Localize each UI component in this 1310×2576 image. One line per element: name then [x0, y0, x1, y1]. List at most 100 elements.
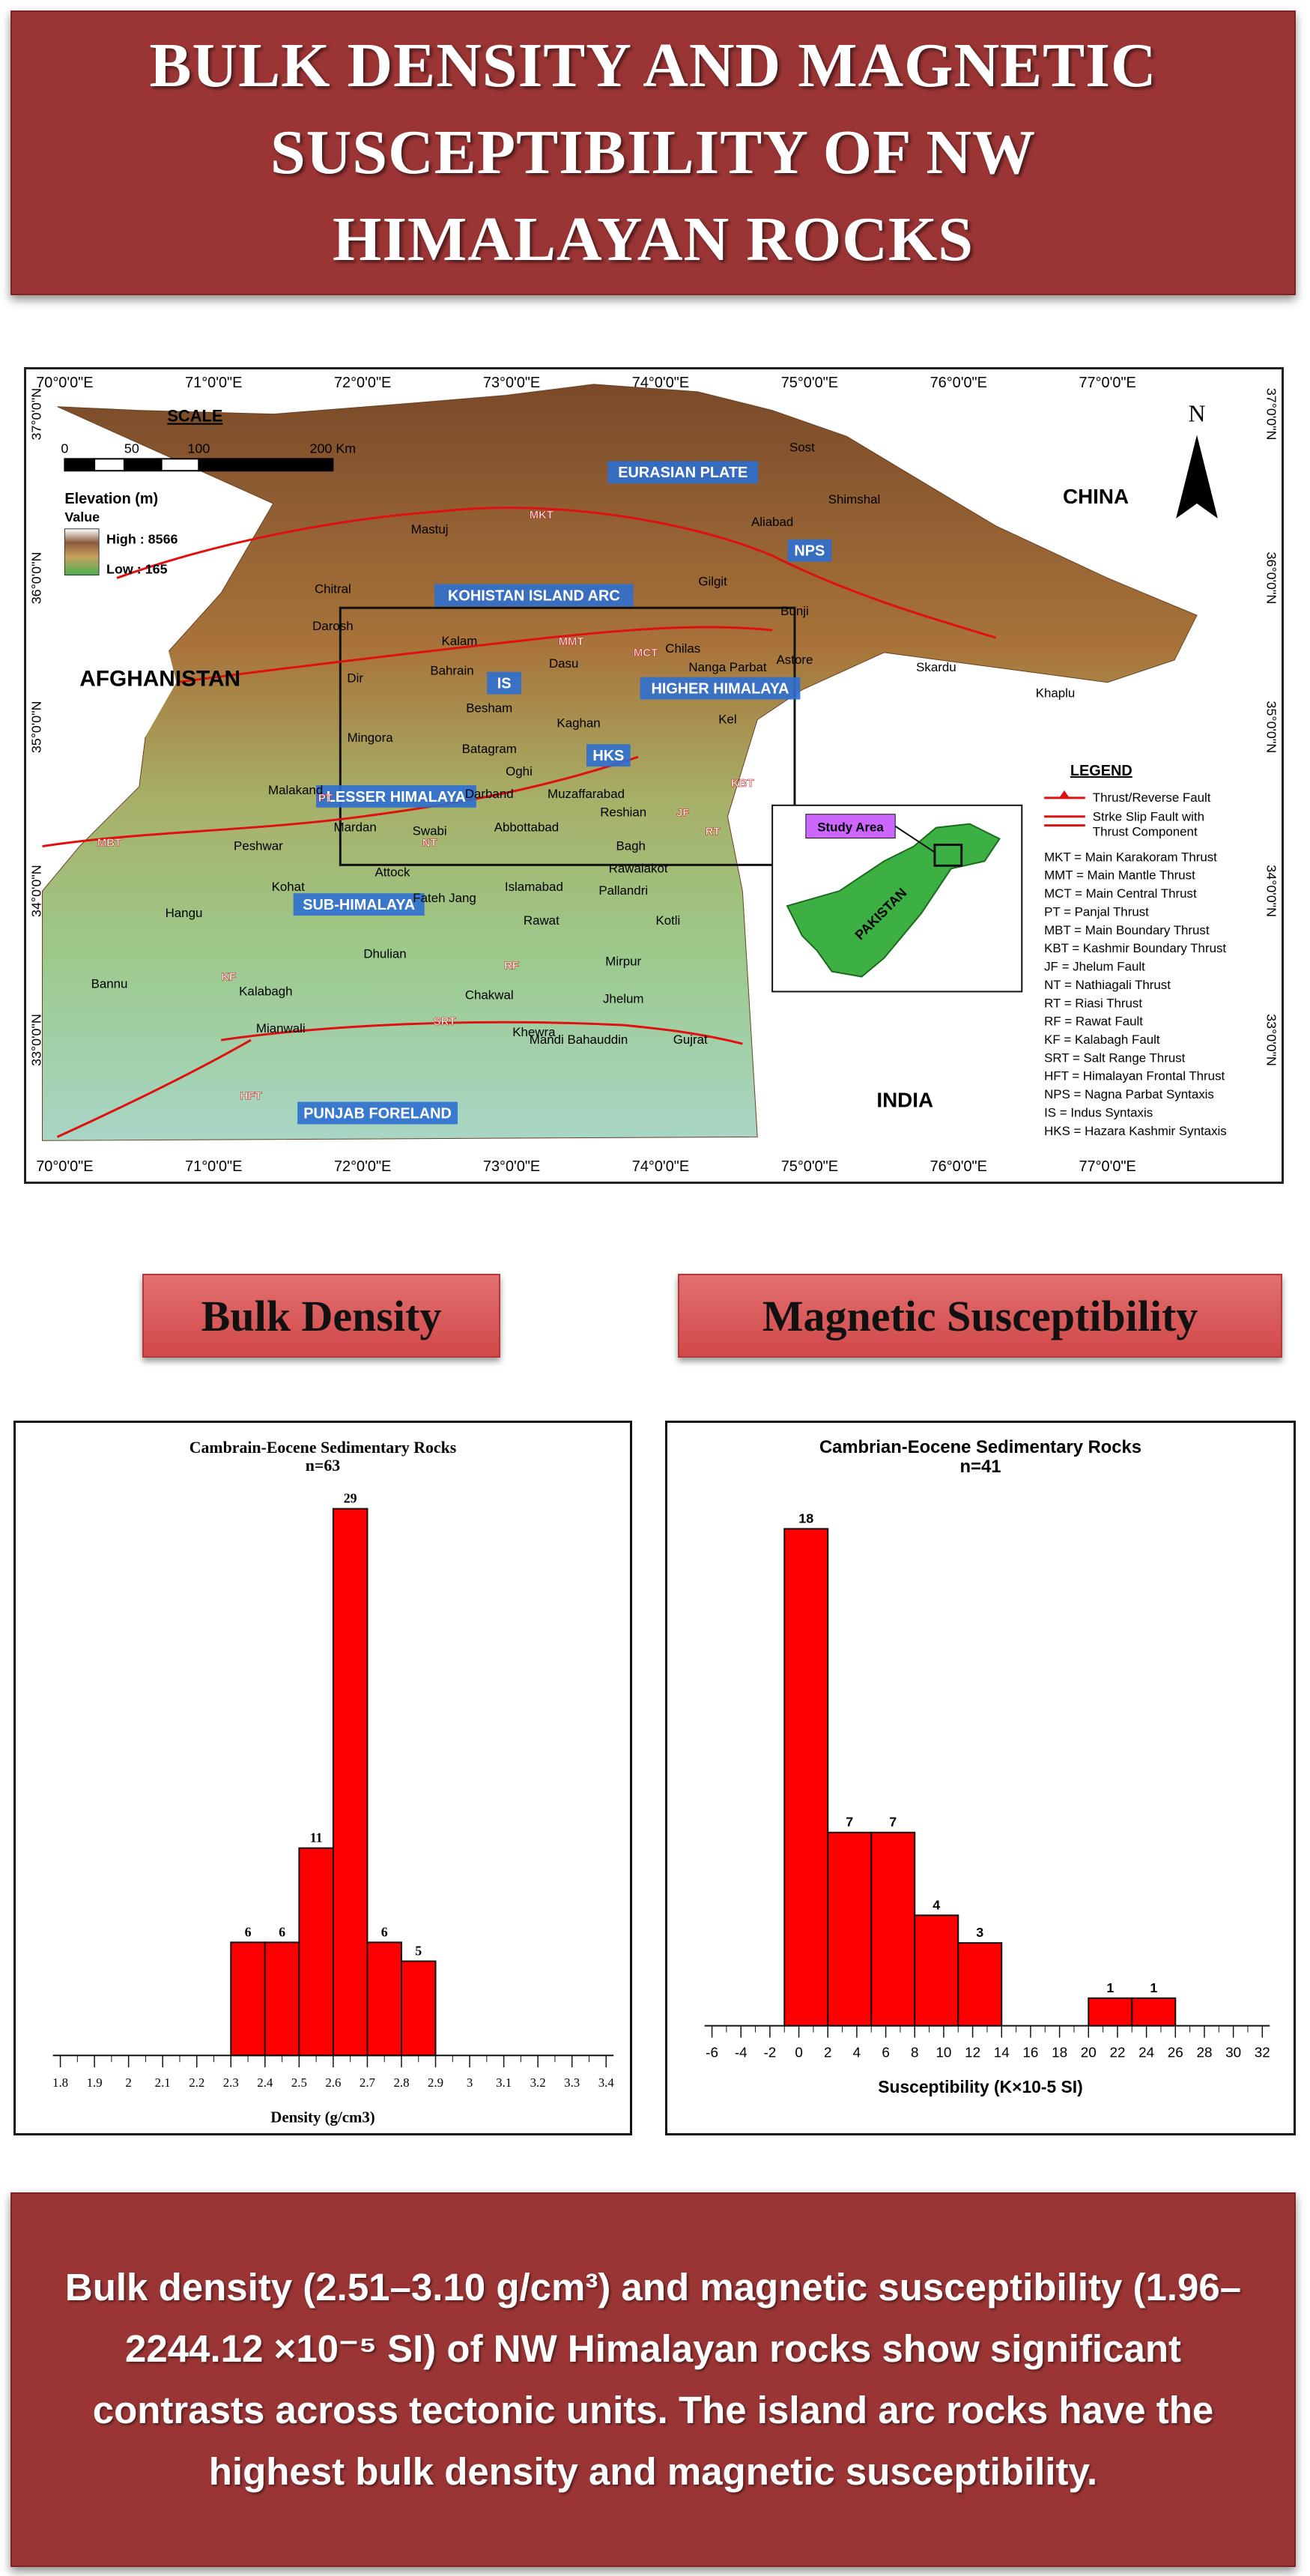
fault-label: NT: [422, 837, 437, 849]
x-tick-label: 3.4: [598, 2075, 615, 2090]
elevation-ramp: [64, 528, 100, 575]
place-label: Khaplu: [1036, 686, 1076, 701]
place-label: Pallandri: [598, 883, 648, 898]
place-label: Nanga Parbat: [688, 660, 767, 674]
chart-subtitle: n=63: [306, 1457, 340, 1475]
histogram-bar: [783, 1528, 829, 2027]
lon-label-top: 70°0'0"E: [36, 375, 93, 391]
lat-label-left: 35°0'0"N: [29, 701, 44, 754]
bar-count-label: 7: [846, 1815, 853, 1830]
legend-item: Thrust/Reverse Fault: [1093, 790, 1211, 805]
tectonic-unit-label: HIGHER HIMALAYA: [651, 681, 789, 698]
x-tick-label: 6: [882, 2044, 890, 2060]
lat-label-right: 34°0'0"N: [1264, 865, 1279, 917]
place-label: Chakwal: [465, 988, 514, 1002]
x-tick-label: 2.8: [393, 2075, 409, 2090]
fault-label: MMT: [559, 636, 584, 648]
place-label: Bannu: [91, 976, 128, 991]
tectonic-unit-box: [607, 461, 759, 484]
title-banner: BULK DENSITY AND MAGNETIC SUSCEPTIBILITY…: [10, 10, 1296, 295]
legend-abbrev: KBT = Kashmir Boundary Thrust: [1044, 941, 1226, 955]
lon-label-top: 77°0'0"E: [1079, 375, 1136, 391]
place-label: Dasu: [549, 656, 578, 671]
scale-segment: [198, 458, 334, 472]
lon-label-bottom: 76°0'0"E: [930, 1158, 987, 1175]
summary-text: Bulk density (2.51–3.10 g/cm³) and magne…: [64, 2266, 1242, 2493]
x-tick-label: 22: [1109, 2044, 1125, 2060]
scale-segment: [160, 458, 200, 472]
histogram-bar: [366, 1941, 402, 2057]
place-label: Mardan: [334, 820, 377, 835]
legend-item: Strke Slip Fault with: [1093, 810, 1204, 824]
page-title: BULK DENSITY AND MAGNETIC SUSCEPTIBILITY…: [149, 31, 1157, 274]
scale-tick-label: 50: [124, 441, 139, 456]
x-tick-label: 30: [1225, 2044, 1241, 2060]
place-label: Bagh: [616, 838, 645, 853]
lon-label-top: 71°0'0"E: [185, 375, 242, 391]
tectonic-unit-box: [487, 671, 521, 695]
legend-abbrev: HFT = Himalayan Frontal Thrust: [1044, 1069, 1225, 1083]
place-label: Chitral: [315, 581, 351, 596]
lon-label-bottom: 73°0'0"E: [483, 1158, 540, 1175]
place-label: Rawalakot: [609, 861, 668, 875]
place-label: Kaghan: [557, 716, 600, 730]
tectonic-unit-label: NPS: [794, 543, 825, 560]
study-area-label: Study Area: [817, 820, 884, 835]
place-label: Abbottabad: [494, 820, 559, 835]
bar-count-label: 18: [798, 1511, 813, 1526]
histogram-bar: [827, 1831, 873, 2027]
place-label: Aliabad: [751, 515, 793, 529]
tectonic-unit-label: PUNJAB FORELAND: [303, 1105, 452, 1122]
place-label: Fateh Jang: [413, 891, 476, 905]
x-tick-label: 2.9: [428, 2075, 443, 2090]
section-label-magnetic: Magnetic Susceptibility: [678, 1274, 1282, 1358]
legend-abbrev: RF = Rawat Fault: [1044, 1015, 1143, 1029]
afghanistan-area: [42, 563, 177, 854]
place-label: Mandi Bahauddin: [530, 1032, 628, 1047]
place-label: Mingora: [348, 731, 394, 745]
histogram-bar: [264, 1941, 300, 2057]
bar-count-label: 7: [889, 1815, 897, 1830]
thrust-triangle-icon: [1059, 790, 1070, 798]
lon-label-bottom: 70°0'0"E: [36, 1158, 93, 1175]
fault-label: SRT: [434, 1016, 456, 1028]
x-tick-label: -4: [735, 2044, 748, 2060]
histogram-bar: [230, 1941, 266, 2057]
legend-abbrev: MBT = Main Boundary Thrust: [1044, 923, 1210, 937]
place-label: Astore: [777, 653, 813, 667]
map-svg: 70°0'0"E 70°0'0"E 71°0'0"E 71°0'0"E 72°0'0"E…: [29, 375, 1279, 1175]
fault-label: MKT: [530, 510, 554, 521]
histogram-bar: [914, 1914, 959, 2027]
bar-count-label: 6: [245, 1924, 252, 1939]
scale-title: SCALE: [167, 407, 222, 426]
histogram-bar: [957, 1942, 1003, 2027]
chart-subtitle: n=41: [960, 1457, 1001, 1477]
place-label: Swabi: [413, 824, 447, 838]
legend-abbrev: SRT = Salt Range Thrust: [1044, 1050, 1186, 1065]
x-tick-label: 24: [1138, 2044, 1154, 2060]
fault-label: JF: [676, 808, 689, 820]
section-label-density: Bulk Density: [142, 1274, 500, 1358]
strike-slip-symbol-icon: [1044, 815, 1085, 827]
bar-count-label: 3: [976, 1925, 983, 1940]
study-area-box: [339, 606, 796, 866]
place-label: Kalabagh: [239, 984, 292, 998]
x-tick-label: 16: [1022, 2044, 1038, 2060]
bar-count-label: 1: [1106, 1980, 1114, 1995]
x-tick-label: 18: [1052, 2044, 1067, 2060]
place-label: Hangu: [166, 906, 203, 920]
lon-label-bottom: 71°0'0"E: [185, 1158, 242, 1175]
scale-tick-label: 0: [61, 441, 68, 456]
x-tick-label: 3.1: [496, 2075, 512, 2090]
tectonic-unit-label: IS: [497, 676, 512, 692]
fault-label: PT: [318, 793, 333, 805]
x-tick-label: 2.4: [257, 2075, 273, 2090]
elevation-high: High : 8566: [106, 532, 178, 547]
place-label: Islamabad: [505, 880, 563, 894]
place-label: Jhelum: [603, 991, 643, 1006]
lat-label-left: 36°0'0"N: [29, 552, 44, 605]
elevation-value-label: Value: [64, 510, 100, 524]
tectonic-unit-box: [293, 893, 425, 916]
x-tick-label: 0: [795, 2044, 803, 2060]
place-label: Bunji: [780, 604, 809, 618]
